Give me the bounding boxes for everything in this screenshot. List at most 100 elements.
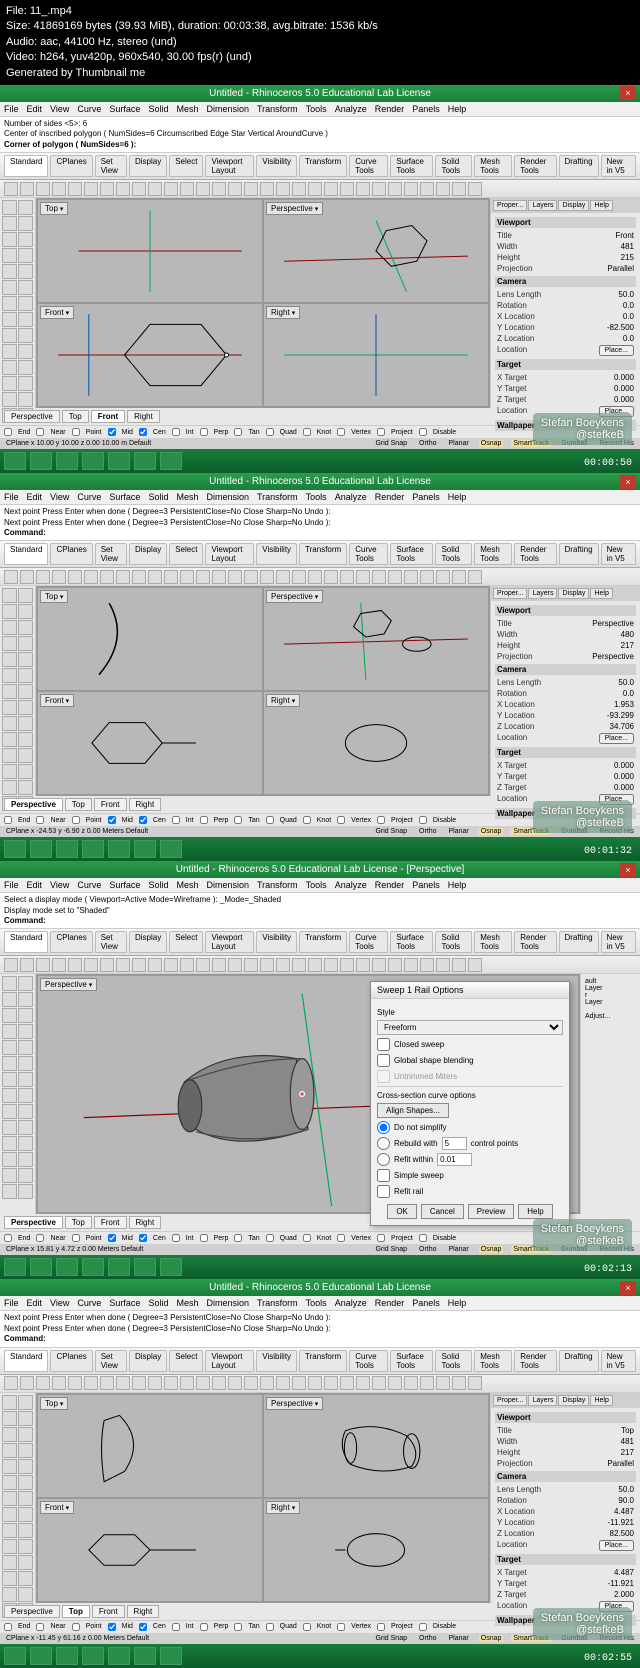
toolbar-icon[interactable] <box>436 570 450 584</box>
status-grid-snap[interactable]: Grid Snap <box>373 1246 409 1253</box>
tool-icon[interactable] <box>18 1571 33 1586</box>
osnap-cen[interactable] <box>139 428 147 436</box>
tool-icon[interactable] <box>18 200 33 215</box>
toolbar-icon[interactable] <box>276 958 290 972</box>
status-planar[interactable]: Planar <box>447 440 471 447</box>
properties-panel[interactable]: Proper...LayersDisplayHelpViewportTitleF… <box>490 198 640 408</box>
toolbar-icon[interactable] <box>308 182 322 196</box>
tool-icon[interactable] <box>2 1507 17 1522</box>
osnap-perp[interactable] <box>200 428 208 436</box>
status-osnap[interactable]: Osnap <box>479 440 504 447</box>
taskbar-icon[interactable] <box>4 1647 26 1665</box>
status-osnap[interactable]: Osnap <box>479 828 504 835</box>
tool-tabs[interactable]: StandardCPlanesSet ViewDisplaySelectView… <box>0 541 640 568</box>
tab-standard[interactable]: Standard <box>4 931 48 953</box>
toolbar-icon[interactable] <box>420 1376 434 1390</box>
help-button[interactable]: Help <box>518 1204 552 1219</box>
toolbar-icon[interactable] <box>340 1376 354 1390</box>
tool-icon[interactable] <box>18 976 33 991</box>
osnap-end[interactable] <box>4 1623 12 1631</box>
menu-edit[interactable]: Edit <box>27 880 43 890</box>
tab-cplanes[interactable]: CPlanes <box>50 155 92 177</box>
osnap-end[interactable] <box>4 816 12 824</box>
panel-tab[interactable]: Layers <box>528 1395 557 1406</box>
menu-dimension[interactable]: Dimension <box>206 492 249 502</box>
toolbar-icon[interactable] <box>100 570 114 584</box>
tab-new-in-v5[interactable]: New in V5 <box>601 931 636 953</box>
menu-help[interactable]: Help <box>448 492 467 502</box>
viewport-label[interactable]: Top▾ <box>40 202 68 215</box>
menu-tools[interactable]: Tools <box>306 880 327 890</box>
tab-display[interactable]: Display <box>129 543 167 565</box>
tab-cplanes[interactable]: CPlanes <box>50 1350 92 1372</box>
close-icon[interactable]: × <box>620 863 636 877</box>
tool-icon[interactable] <box>18 280 33 295</box>
menu-view[interactable]: View <box>50 880 69 890</box>
tool-icon[interactable] <box>2 992 17 1007</box>
tab-viewport-layout[interactable]: Viewport Layout <box>205 543 254 565</box>
toolbar-icon[interactable] <box>404 182 418 196</box>
main-toolbar[interactable] <box>0 180 640 198</box>
properties-panel[interactable]: aultLayerrLayerAdjust... <box>580 974 640 1214</box>
tab-cplanes[interactable]: CPlanes <box>50 543 92 565</box>
place-button[interactable]: Place... <box>599 1540 634 1551</box>
windows-taskbar[interactable] <box>0 1644 640 1668</box>
viewport-front[interactable]: Front▾ <box>38 304 262 406</box>
toolbar-icon[interactable] <box>148 182 162 196</box>
tab-new-in-v5[interactable]: New in V5 <box>601 155 636 177</box>
tab-standard[interactable]: Standard <box>4 155 48 177</box>
tab-render-tools[interactable]: Render Tools <box>514 1350 556 1372</box>
toolbar-icon[interactable] <box>148 570 162 584</box>
tab-select[interactable]: Select <box>169 155 203 177</box>
toolbar-icon[interactable] <box>372 182 386 196</box>
toolbar-icon[interactable] <box>340 958 354 972</box>
tool-icon[interactable] <box>18 1395 33 1410</box>
toolbar-icon[interactable] <box>276 1376 290 1390</box>
menu-view[interactable]: View <box>50 104 69 114</box>
toolbar-icon[interactable] <box>20 958 34 972</box>
toolbar-icon[interactable] <box>468 1376 482 1390</box>
toolbar-icon[interactable] <box>372 958 386 972</box>
tool-icon[interactable] <box>18 1491 33 1506</box>
tool-icon[interactable] <box>18 1411 33 1426</box>
cancel-button[interactable]: Cancel <box>421 1204 464 1219</box>
menu-surface[interactable]: Surface <box>109 1298 140 1308</box>
tab-select[interactable]: Select <box>169 931 203 953</box>
toolbar-icon[interactable] <box>452 1376 466 1390</box>
tool-icon[interactable] <box>2 620 17 635</box>
tab-solid-tools[interactable]: Solid Tools <box>435 543 472 565</box>
tab-mesh-tools[interactable]: Mesh Tools <box>474 931 512 953</box>
menu-dimension[interactable]: Dimension <box>206 1298 249 1308</box>
toolbar-icon[interactable] <box>164 1376 178 1390</box>
tool-icon[interactable] <box>2 1491 17 1506</box>
toolbar-icon[interactable] <box>292 570 306 584</box>
menu-view[interactable]: View <box>50 1298 69 1308</box>
tool-icon[interactable] <box>18 264 33 279</box>
tool-icon[interactable] <box>2 328 17 343</box>
tab-display[interactable]: Display <box>129 1350 167 1372</box>
menu-panels[interactable]: Panels <box>412 880 440 890</box>
toolbar-icon[interactable] <box>100 1376 114 1390</box>
close-icon[interactable]: × <box>620 86 636 100</box>
toolbar-icon[interactable] <box>420 182 434 196</box>
toolbar-icon[interactable] <box>68 1376 82 1390</box>
toolbar-icon[interactable] <box>196 570 210 584</box>
align-shapes-button[interactable]: Align Shapes... <box>377 1103 449 1118</box>
menu-file[interactable]: File <box>4 1298 19 1308</box>
tool-icon[interactable] <box>18 1539 33 1554</box>
tool-icon[interactable] <box>2 1411 17 1426</box>
osnap-cen[interactable] <box>139 816 147 824</box>
menu-analyze[interactable]: Analyze <box>335 880 367 890</box>
tab-select[interactable]: Select <box>169 1350 203 1372</box>
taskbar-icon[interactable] <box>4 452 26 470</box>
toolbar-icon[interactable] <box>116 1376 130 1390</box>
viewport-tab-perspective[interactable]: Perspective <box>4 1605 60 1618</box>
taskbar-icon[interactable] <box>160 840 182 858</box>
tab-set-view[interactable]: Set View <box>95 931 127 953</box>
tool-icon[interactable] <box>2 976 17 991</box>
tool-icon[interactable] <box>2 1427 17 1442</box>
viewport-label[interactable]: Top▾ <box>40 590 68 603</box>
command-area[interactable]: Number of sides <5>: 6 Center of inscrib… <box>0 117 640 153</box>
tool-icon[interactable] <box>18 604 33 619</box>
osnap-int[interactable] <box>172 816 180 824</box>
